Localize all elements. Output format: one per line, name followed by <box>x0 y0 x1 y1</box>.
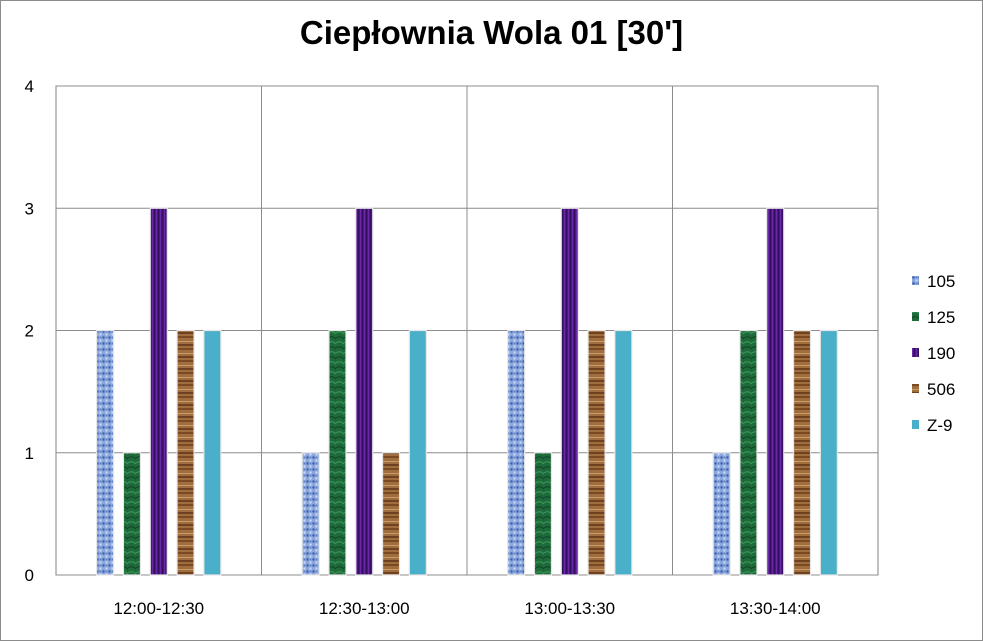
legend: 105 125 190 506 Z-9 <box>912 272 955 435</box>
bar-105-13:30-14:00 <box>712 452 731 576</box>
y-tick-label: 2 <box>25 322 34 341</box>
bar-Z-9-12:00-12:30 <box>203 329 222 576</box>
x-category-label: 12:30-13:00 <box>319 599 410 618</box>
y-tick-label: 4 <box>25 77 34 96</box>
legend-label: 105 <box>927 272 955 291</box>
bar-125-13:00-13:30 <box>533 452 553 576</box>
chart-title: Ciepłownia Wola 01 [30'] <box>299 14 684 51</box>
x-category-label: 13:30-14:00 <box>730 599 821 618</box>
legend-label: 125 <box>927 308 955 327</box>
bar-125-13:30-14:00 <box>739 329 758 576</box>
legend-swatch <box>912 348 919 357</box>
bar-190-12:30-13:00 <box>355 207 374 576</box>
bar-506-12:30-13:00 <box>381 452 401 576</box>
bar-105-12:00-12:30 <box>96 329 115 576</box>
bar-506-13:30-14:00 <box>792 329 812 576</box>
bar-105-13:00-13:30 <box>507 329 526 576</box>
legend-swatch <box>912 420 919 429</box>
bar-Z-9-12:30-13:00 <box>408 329 427 576</box>
bar-190-13:00-13:30 <box>560 207 579 576</box>
bars-layer <box>96 207 838 576</box>
bar-Z-9-13:00-13:30 <box>614 329 633 576</box>
y-tick-label: 0 <box>25 566 34 585</box>
bar-Z-9-13:30-14:00 <box>819 329 838 576</box>
bar-105-12:30-13:00 <box>301 452 320 576</box>
axis-layer: 0 1 2 3 4 12:00-12:30 12:30-13:00 13:00-13:30 13… <box>25 77 821 618</box>
bar-125-12:30-13:00 <box>328 329 347 576</box>
y-tick-label: 1 <box>25 444 34 463</box>
bar-506-12:00-12:30 <box>176 329 195 576</box>
legend-label: 190 <box>927 344 955 363</box>
legend-swatch <box>912 276 919 285</box>
bar-190-12:00-12:30 <box>149 207 168 576</box>
bar-125-12:00-12:30 <box>122 452 142 576</box>
x-category-label: 12:00-12:30 <box>113 599 204 618</box>
legend-swatch <box>912 312 919 321</box>
bar-190-13:30-14:00 <box>766 207 785 576</box>
x-category-label: 13:00-13:30 <box>524 599 615 618</box>
legend-label: 506 <box>927 380 955 399</box>
bar-506-13:00-13:30 <box>587 329 606 576</box>
legend-swatch <box>912 384 919 393</box>
y-tick-label: 3 <box>25 199 34 218</box>
legend-label: Z-9 <box>927 416 953 435</box>
